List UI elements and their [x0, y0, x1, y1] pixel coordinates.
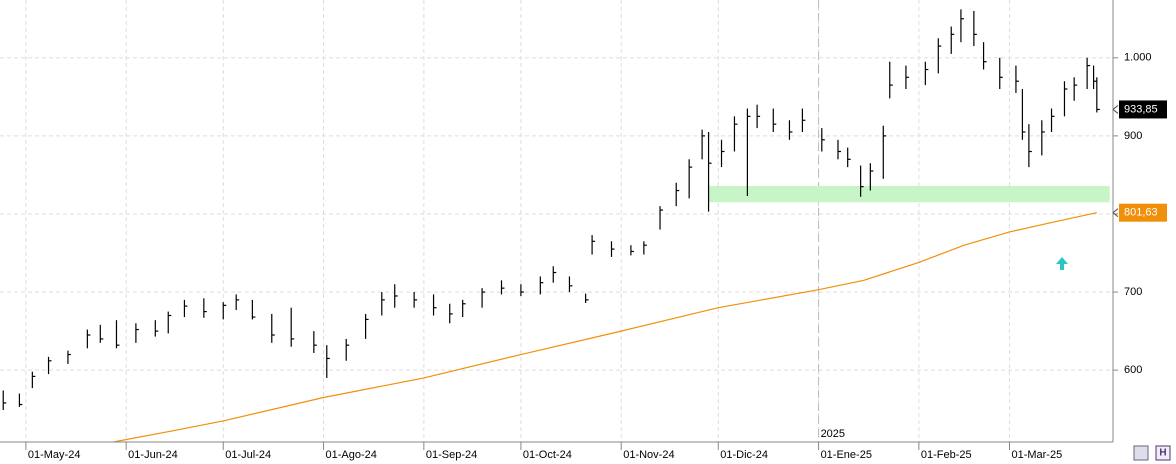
support-zone [708, 185, 1110, 203]
x-tick-label: 01-Feb-25 [921, 449, 972, 461]
save-button[interactable] [1155, 445, 1171, 461]
tool-button[interactable] [1133, 445, 1149, 461]
x-axis-panel [0, 442, 1113, 464]
plot-area [0, 0, 1113, 443]
save-icon[interactable]: H [1159, 448, 1166, 459]
x-tick-label: 01-Jul-24 [225, 449, 271, 461]
ma-last-label-pointer [1112, 208, 1119, 218]
y-tick-label: 1.000 [1124, 52, 1152, 64]
year-label: 2025 [821, 428, 845, 440]
y-axis-panel [1113, 0, 1176, 464]
x-tick-label: 01-Sep-24 [426, 449, 477, 461]
moving-average-line [113, 212, 1097, 443]
x-tick-label: 01-Nov-24 [623, 449, 674, 461]
ma-last-label: 801,63 [1124, 207, 1158, 219]
last-price-label: 933,85 [1124, 103, 1158, 115]
x-tick-label: 01-Mar-25 [1011, 449, 1062, 461]
x-tick-label: 01-Jun-24 [128, 449, 178, 461]
x-tick-label: 01-Ene-25 [821, 449, 872, 461]
y-tick-label: 600 [1124, 364, 1142, 376]
last-price-label-box [1119, 100, 1167, 119]
y-tick-label: 700 [1124, 286, 1142, 298]
arrow-icon [1056, 257, 1068, 270]
x-tick-label: 01-Dic-24 [720, 449, 768, 461]
x-tick-label: 01-Oct-24 [523, 449, 572, 461]
ma-last-label-box [1119, 203, 1167, 222]
x-tick-label: 01-May-24 [28, 449, 81, 461]
y-tick-label: 900 [1124, 130, 1142, 142]
x-tick-label: 01-Ago-24 [326, 449, 377, 461]
last-price-label-pointer [1112, 105, 1119, 114]
